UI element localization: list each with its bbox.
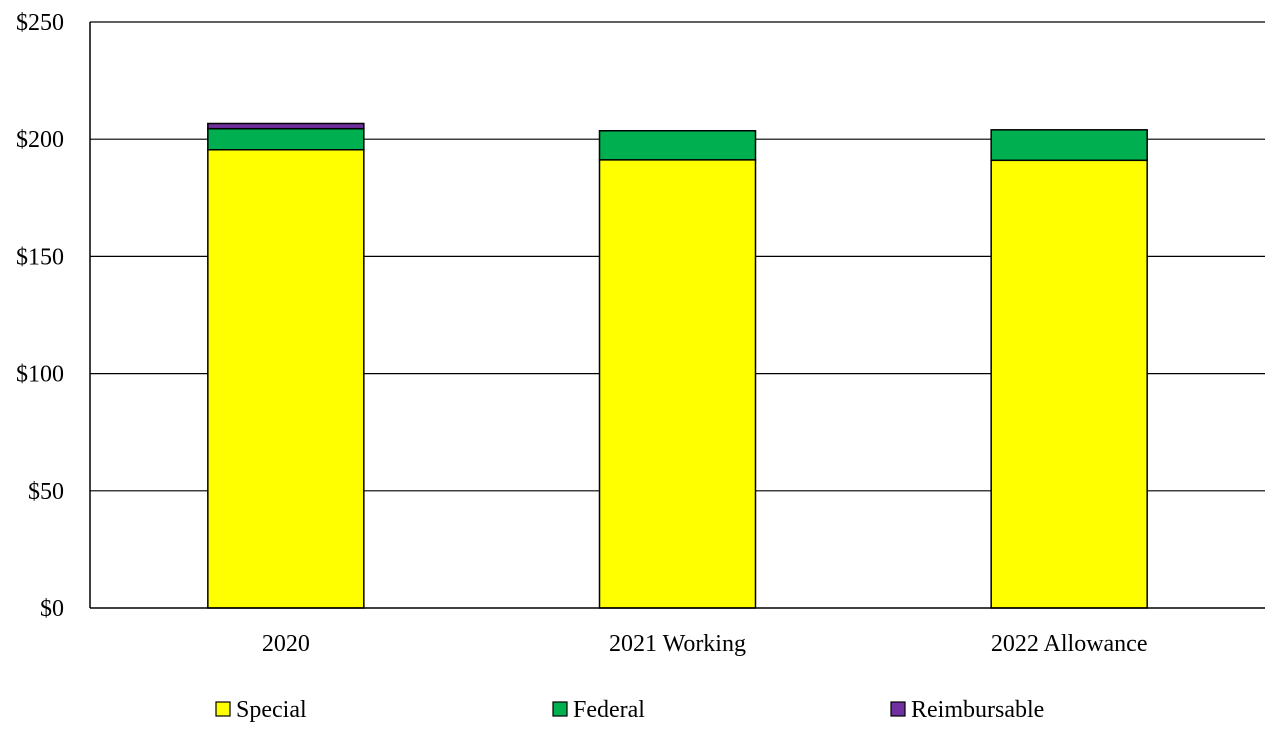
bar-segment-special	[598, 159, 757, 609]
y-tick-label: $150	[16, 244, 64, 270]
bar-segment-special	[990, 159, 1148, 609]
y-axis-ticks: $0 $50 $100 $150 $200 $250	[16, 10, 64, 622]
x-axis-ticks: 2020 2021 Working 2022 Allowance	[262, 631, 1148, 657]
legend-label-reimbursable: Reimbursable	[911, 697, 1044, 723]
x-tick-label: 2022 Allowance	[991, 631, 1148, 657]
bars	[207, 122, 1148, 609]
y-tick-label: $250	[16, 10, 64, 36]
legend-swatch-federal	[552, 701, 568, 717]
bar-segment-federal	[207, 127, 365, 151]
y-tick-label: $100	[16, 362, 64, 388]
y-tick-label: $200	[16, 127, 64, 153]
x-tick-label: 2021 Working	[609, 631, 746, 657]
legend-label-special: Special	[236, 697, 307, 723]
bar-segment-federal	[990, 129, 1148, 162]
x-tick-label: 2020	[262, 631, 310, 657]
y-tick-label: $50	[28, 479, 64, 505]
bar-segment-special	[207, 148, 365, 609]
bar-segment-federal	[598, 130, 757, 161]
axes	[89, 22, 1265, 609]
legend: Special Federal Reimbursable	[215, 697, 1044, 723]
bar-segment-reimbursable	[207, 122, 365, 130]
legend-swatch-special	[215, 701, 231, 717]
y-tick-label: $0	[40, 596, 64, 622]
legend-label-federal: Federal	[573, 697, 645, 723]
legend-swatch-reimbursable	[890, 701, 906, 717]
